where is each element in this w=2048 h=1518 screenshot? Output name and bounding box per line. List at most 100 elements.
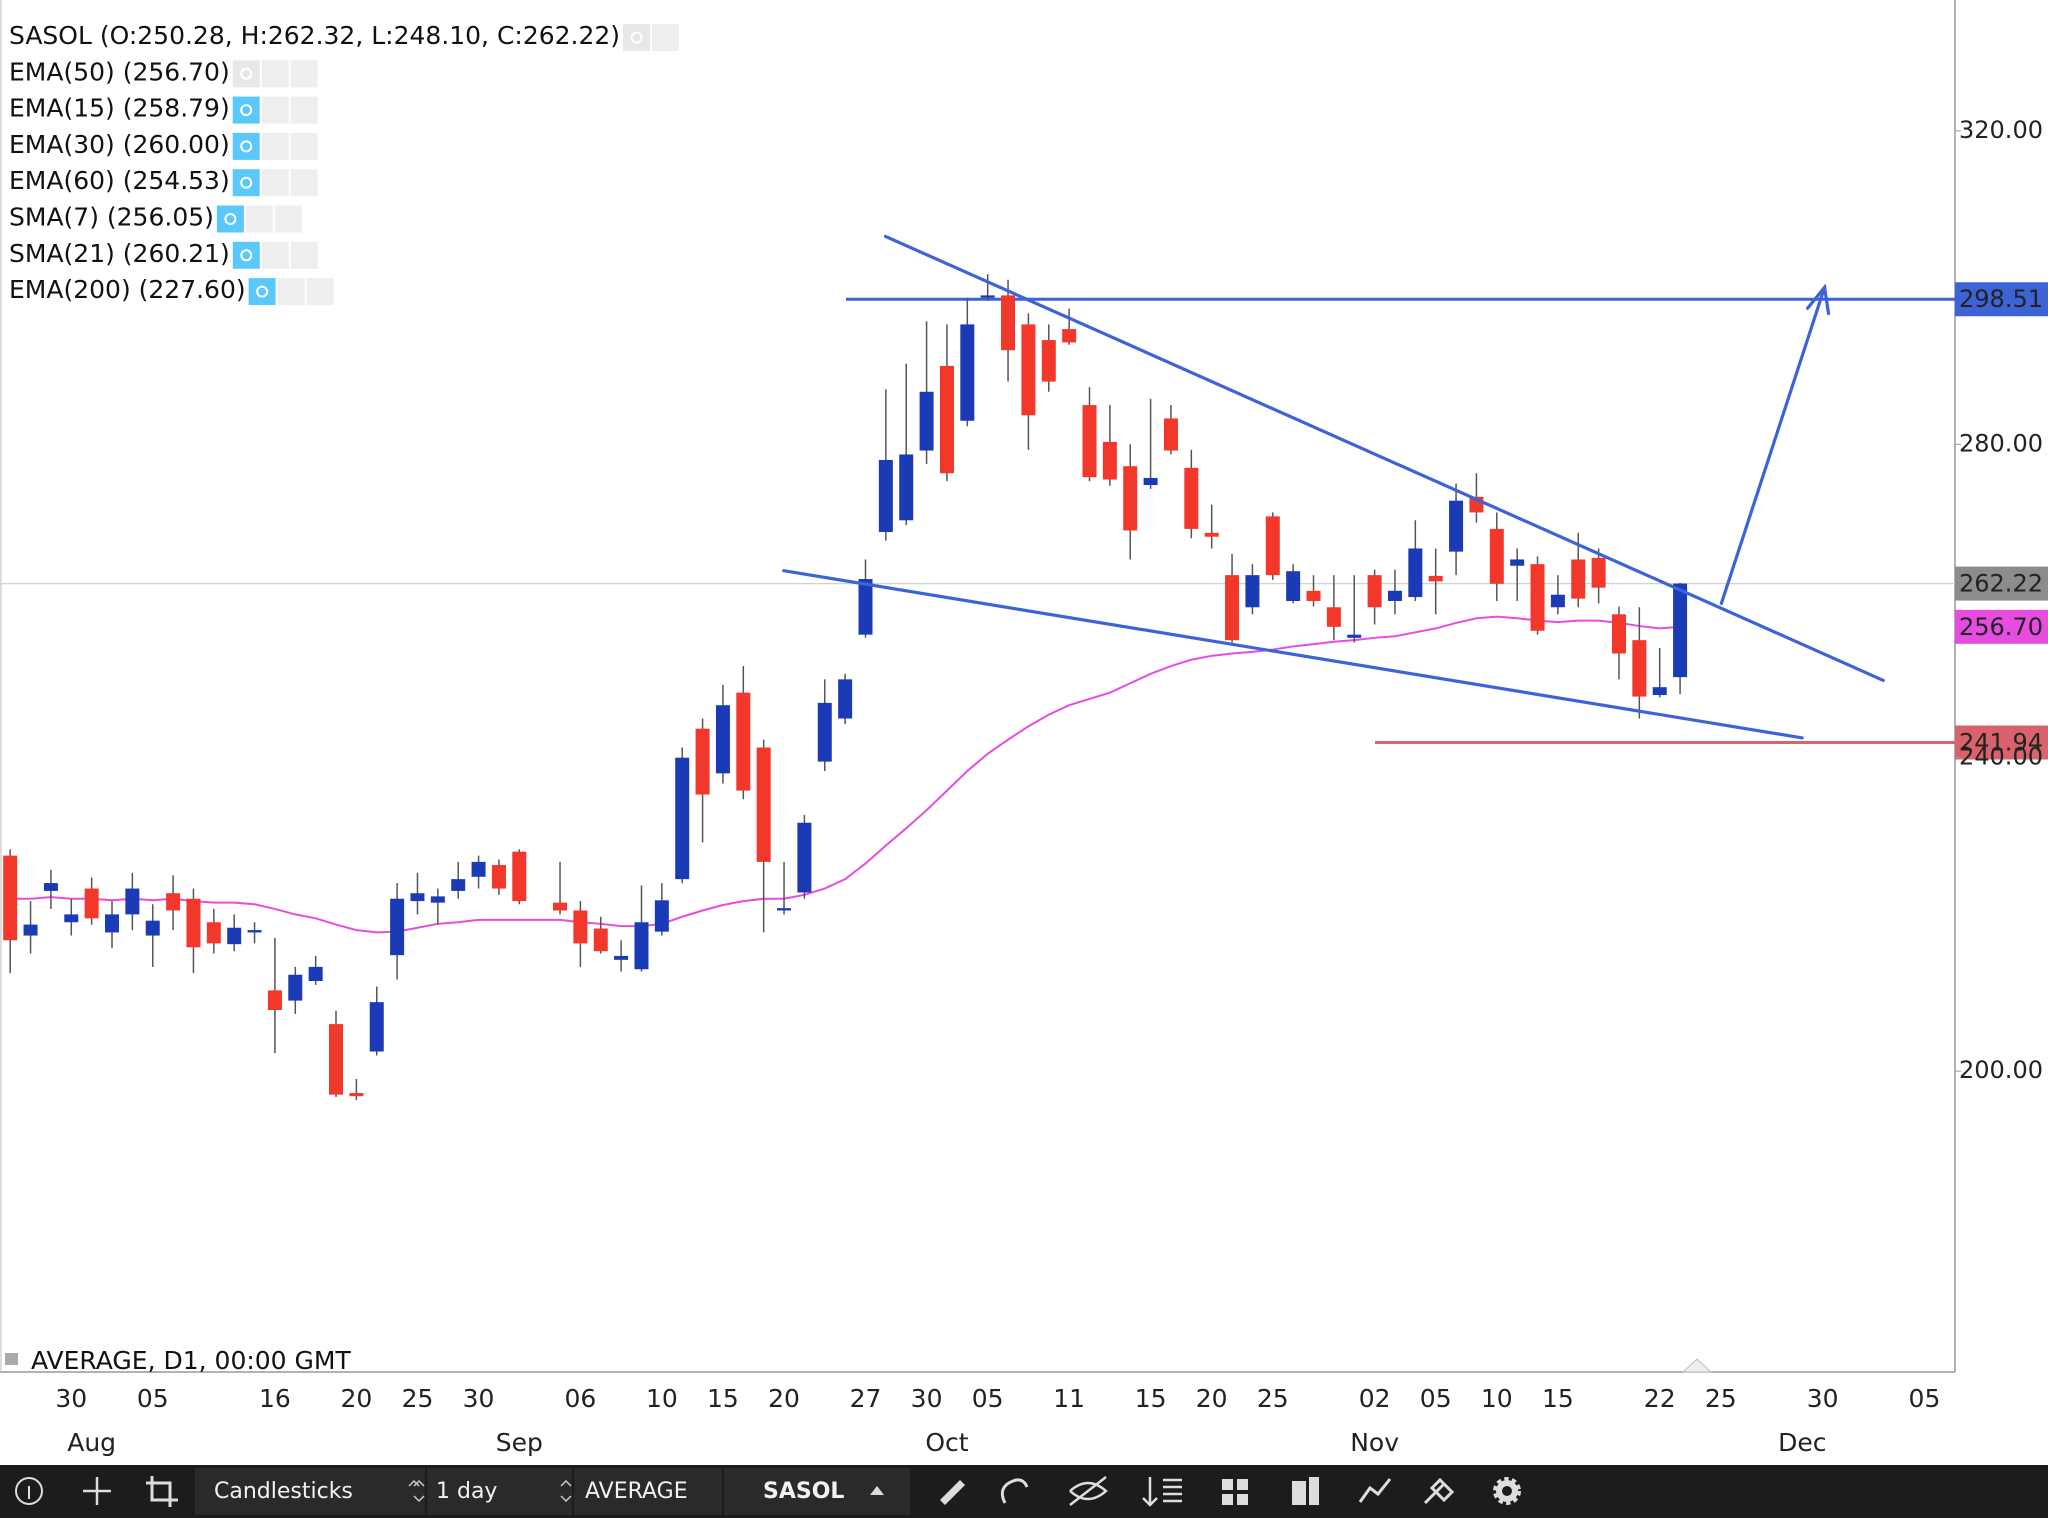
arrow bbox=[1719, 285, 1827, 606]
price-select[interactable] bbox=[574, 1468, 722, 1515]
link-button[interactable] bbox=[1423, 1477, 1455, 1505]
scroll-handle[interactable] bbox=[1681, 1358, 1713, 1373]
candle-body bbox=[1163, 418, 1178, 451]
candle-body bbox=[308, 966, 323, 982]
legend-entry: EMA(200) (227.60) bbox=[9, 275, 246, 304]
remove-toggle[interactable] bbox=[290, 96, 318, 124]
candle-body bbox=[675, 757, 690, 880]
candle-body bbox=[410, 893, 425, 902]
month-label: Oct bbox=[925, 1428, 968, 1457]
remove-toggle[interactable] bbox=[290, 60, 318, 88]
interval-select[interactable] bbox=[427, 1468, 572, 1515]
crop-button[interactable] bbox=[146, 1476, 178, 1507]
candle-body bbox=[878, 459, 893, 533]
candle-body bbox=[125, 888, 140, 915]
info-button[interactable] bbox=[15, 1477, 43, 1505]
visibility-toggle[interactable] bbox=[623, 24, 651, 51]
month-label: Dec bbox=[1778, 1428, 1826, 1457]
settings-toggle[interactable] bbox=[261, 96, 289, 124]
remove-toggle[interactable] bbox=[306, 278, 334, 306]
hide-button[interactable] bbox=[1069, 1476, 1108, 1506]
magnet-button[interactable] bbox=[1000, 1478, 1029, 1504]
candle-body bbox=[1204, 532, 1219, 537]
visibility-toggle[interactable] bbox=[232, 60, 260, 88]
candle-body bbox=[1286, 571, 1301, 601]
candle-body bbox=[1001, 295, 1016, 351]
candle-body bbox=[166, 893, 181, 911]
x-tick-label: 30 bbox=[911, 1384, 943, 1413]
settings-toggle[interactable] bbox=[652, 24, 680, 51]
visibility-toggle[interactable] bbox=[248, 278, 276, 306]
candle-body bbox=[593, 928, 608, 952]
candle-body bbox=[1591, 557, 1606, 588]
candle-body bbox=[1021, 324, 1036, 416]
draw-button[interactable] bbox=[940, 1480, 965, 1505]
x-tick-label: 16 bbox=[259, 1384, 291, 1413]
settings-toggle[interactable] bbox=[261, 60, 289, 88]
arrow-head bbox=[1805, 283, 1831, 316]
crosshair-button[interactable] bbox=[83, 1477, 111, 1505]
candle-body bbox=[1326, 607, 1341, 627]
legend-entry: SMA(7) (256.05) bbox=[9, 203, 214, 232]
remove-toggle[interactable] bbox=[274, 205, 302, 233]
settings-toggle[interactable] bbox=[261, 241, 289, 269]
candle-body bbox=[349, 1093, 364, 1097]
candle-body bbox=[654, 900, 669, 932]
settings-toggle[interactable] bbox=[261, 132, 289, 160]
settings-icon bbox=[1502, 1486, 1512, 1496]
eye-icon bbox=[240, 104, 253, 117]
candle-body bbox=[1571, 559, 1586, 599]
symbol-arrow bbox=[870, 1486, 884, 1495]
x-tick-label: 15 bbox=[707, 1384, 739, 1413]
indicator-button[interactable] bbox=[1358, 1478, 1392, 1503]
candle-body bbox=[1428, 575, 1443, 582]
candles bbox=[3, 274, 1688, 1101]
candle-body bbox=[23, 924, 38, 936]
settings-toggle[interactable] bbox=[245, 205, 273, 233]
candle-body bbox=[1041, 340, 1056, 382]
template-button[interactable] bbox=[1292, 1477, 1319, 1505]
legend-entry: SASOL (O:250.28, H:262.32, L:248.10, C:2… bbox=[9, 21, 620, 50]
price-marker-label: 241.94 bbox=[1959, 728, 2043, 756]
overlay-layer bbox=[10, 615, 1681, 934]
price-marker bbox=[1955, 566, 2048, 601]
candle-body bbox=[1062, 329, 1077, 343]
sort-button[interactable] bbox=[1142, 1477, 1182, 1507]
candle-body bbox=[43, 883, 58, 891]
grid bbox=[0, 297, 1955, 744]
visibility-toggle[interactable] bbox=[232, 96, 260, 124]
x-tick-label: 20 bbox=[340, 1384, 372, 1413]
y-tick-label: 280.00 bbox=[1959, 429, 2043, 457]
legend-entry: EMA(60) (254.53) bbox=[9, 166, 230, 195]
candle-body bbox=[939, 365, 954, 474]
x-tick-label: 25 bbox=[1705, 1384, 1737, 1413]
candle-body bbox=[1123, 466, 1138, 531]
visibility-toggle[interactable] bbox=[232, 132, 260, 160]
x-tick-label: 25 bbox=[402, 1384, 434, 1413]
candle-body bbox=[1265, 516, 1280, 576]
x-tick-label: 05 bbox=[137, 1384, 169, 1413]
trendline bbox=[782, 569, 1804, 740]
x-tick-label: 10 bbox=[646, 1384, 678, 1413]
footer-label: AVERAGE, D1, 00:00 GMT bbox=[31, 1346, 351, 1375]
remove-toggle[interactable] bbox=[290, 132, 318, 160]
y-tick-label: 200.00 bbox=[1959, 1056, 2043, 1084]
x-tick-label: 06 bbox=[564, 1384, 596, 1413]
settings-toggle[interactable] bbox=[261, 169, 289, 197]
trendline bbox=[883, 234, 1885, 683]
visibility-toggle[interactable] bbox=[232, 241, 260, 269]
x-tick-label: 30 bbox=[463, 1384, 495, 1413]
visibility-toggle[interactable] bbox=[216, 205, 244, 233]
remove-toggle[interactable] bbox=[290, 169, 318, 197]
candle-body bbox=[756, 747, 771, 862]
layout-button[interactable] bbox=[1222, 1479, 1248, 1505]
remove-toggle[interactable] bbox=[290, 241, 318, 269]
settings-toggle[interactable] bbox=[277, 278, 305, 306]
legend-entry: EMA(50) (256.70) bbox=[9, 57, 230, 86]
candle-body bbox=[553, 902, 568, 911]
visibility-toggle[interactable] bbox=[232, 169, 260, 197]
x-tick-label: 25 bbox=[1257, 1384, 1289, 1413]
price-marker bbox=[1955, 282, 2048, 317]
candle-body bbox=[84, 888, 99, 919]
chart-type-select[interactable] bbox=[195, 1468, 425, 1515]
